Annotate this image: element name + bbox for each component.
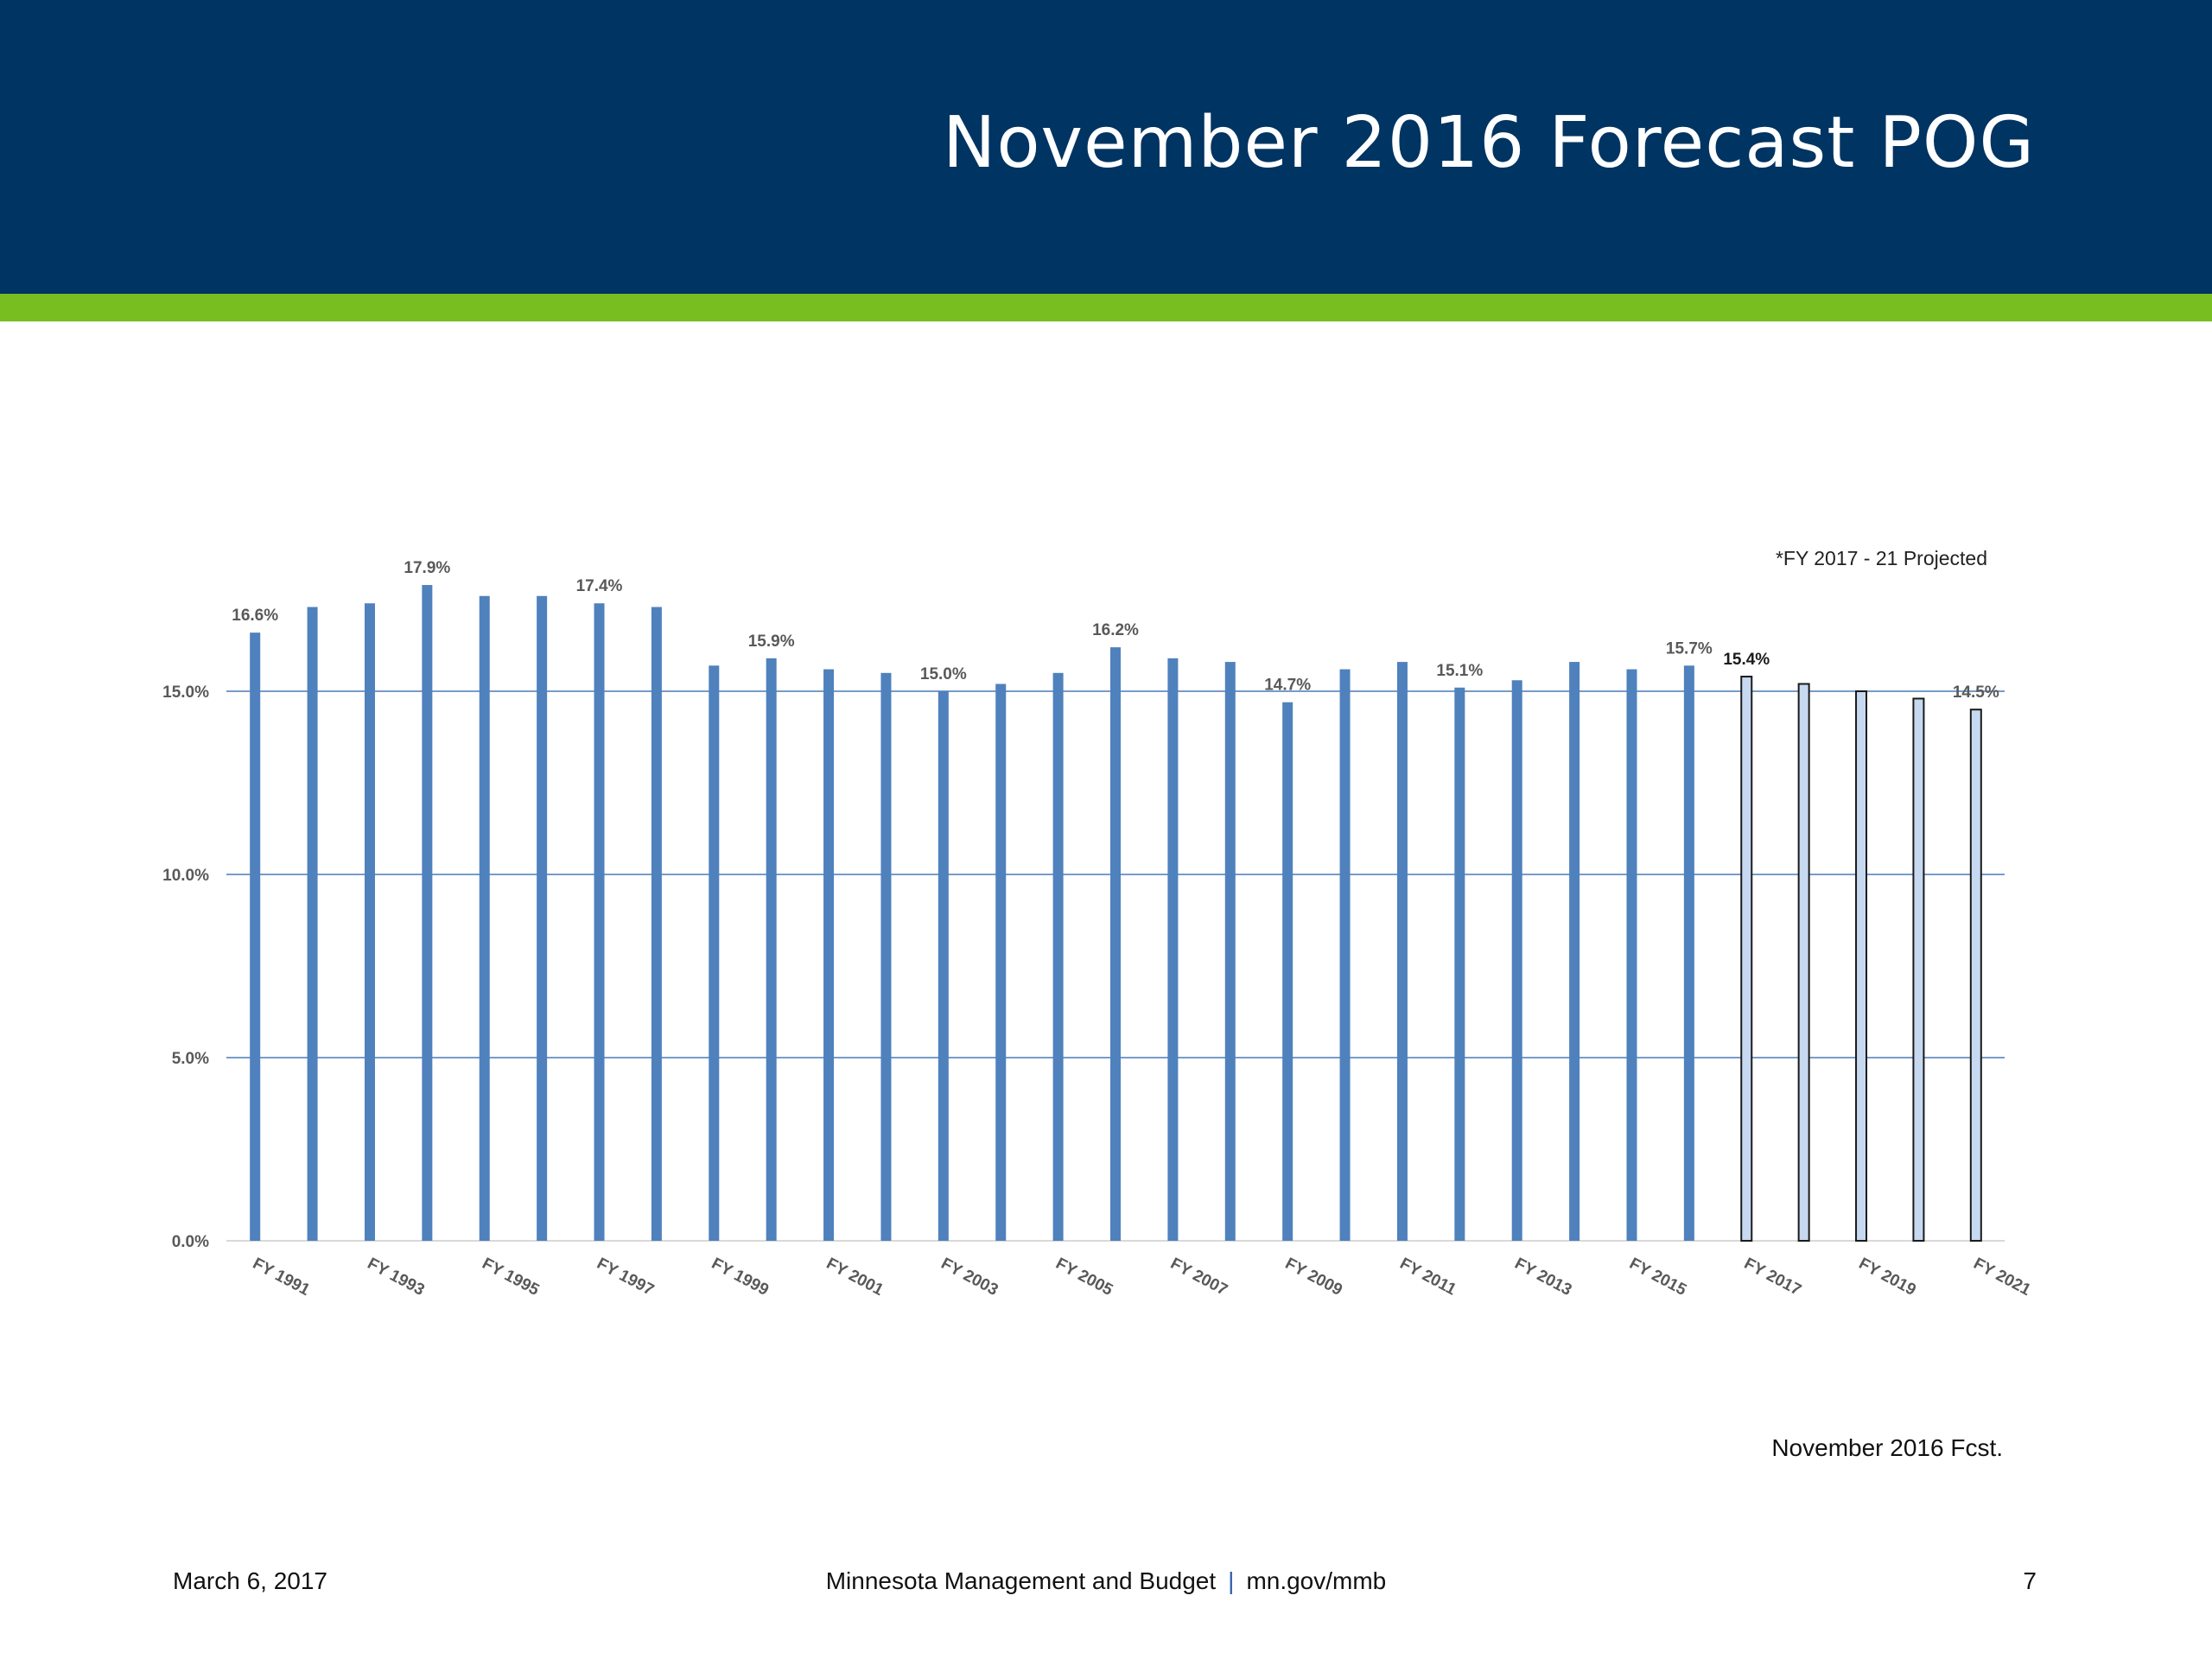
projected-bar xyxy=(1855,690,1868,1242)
data-label: 15.1% xyxy=(1436,662,1483,680)
x-tick-label: FY 2021 xyxy=(1970,1255,2033,1300)
pog-bar-chart: 0.0% 5.0% 10.0% 15.0% 16.6% FY 1991 FY 1993 17.… xyxy=(162,547,2034,1300)
projected-bar xyxy=(1969,709,1982,1242)
bar xyxy=(1569,662,1580,1241)
y-tick-label: 0.0% xyxy=(172,1233,209,1251)
data-label: 15.0% xyxy=(920,665,967,683)
bar xyxy=(594,603,605,1241)
bar xyxy=(537,595,548,1241)
footer-date: March 6, 2017 xyxy=(173,1567,327,1594)
footer-org-name: Minnesota Management and Budget xyxy=(825,1567,1217,1594)
bar xyxy=(364,603,375,1241)
x-tick-label: FY 2005 xyxy=(1052,1255,1116,1300)
x-tick-label: FY 2007 xyxy=(1167,1255,1230,1300)
projected-bar xyxy=(1740,676,1753,1243)
page-number: 7 xyxy=(2023,1567,2037,1594)
bar xyxy=(709,665,720,1241)
x-tick-label: FY 2019 xyxy=(1856,1255,1919,1300)
footer-url: mn.gov/mmb xyxy=(1246,1567,1387,1594)
x-tick-label: FY 1997 xyxy=(594,1255,657,1300)
projected-note: *FY 2017 - 21 Projected xyxy=(1776,547,1987,569)
bar xyxy=(766,658,777,1241)
bar xyxy=(1396,662,1408,1241)
data-label: 16.6% xyxy=(232,607,278,625)
footer-organization: Minnesota Management and Budget | mn.gov/m… xyxy=(0,1567,2212,1595)
y-tick-label: 15.0% xyxy=(162,683,209,702)
bar xyxy=(250,632,261,1241)
data-label: 15.9% xyxy=(748,632,795,651)
bar xyxy=(479,595,490,1241)
x-tick-label: FY 2003 xyxy=(938,1255,1001,1300)
data-label: 14.7% xyxy=(1264,677,1311,695)
x-tick-label: FY 1991 xyxy=(250,1255,313,1300)
bar xyxy=(1511,680,1522,1241)
accent-stripe xyxy=(0,294,2212,321)
bar xyxy=(307,607,318,1241)
bar xyxy=(823,669,835,1241)
x-tick-label: FY 2017 xyxy=(1741,1255,1804,1300)
x-tick-label: FY 2001 xyxy=(823,1255,887,1300)
bar xyxy=(651,607,662,1241)
bar xyxy=(1052,672,1064,1241)
bar xyxy=(880,672,892,1241)
x-tick-label: FY 1995 xyxy=(479,1255,542,1300)
x-tick-label: FY 2009 xyxy=(1282,1255,1345,1300)
bar xyxy=(1683,665,1694,1241)
data-label: 15.4% xyxy=(1723,651,1770,669)
x-tick-label: FY 1999 xyxy=(709,1255,772,1300)
projected-bar xyxy=(1797,683,1810,1242)
forecast-note: November 2016 Fcst. xyxy=(1771,1434,2003,1461)
data-label: 17.9% xyxy=(404,559,450,577)
bar xyxy=(1167,658,1179,1241)
bar xyxy=(1626,669,1637,1241)
x-tick-label: FY 2013 xyxy=(1511,1255,1574,1300)
slide-title: November 2016 Forecast POG xyxy=(943,102,2035,184)
x-tick-label: FY 1993 xyxy=(365,1255,428,1300)
bar xyxy=(1282,702,1294,1241)
footer-separator: | xyxy=(1228,1567,1235,1594)
bar xyxy=(938,691,949,1241)
slide-header: November 2016 Forecast POG xyxy=(0,0,2212,294)
data-label: 17.4% xyxy=(576,577,623,595)
y-tick-label: 5.0% xyxy=(172,1050,209,1068)
bar xyxy=(1454,687,1465,1241)
data-label: 14.5% xyxy=(1953,683,1999,702)
data-label: 15.7% xyxy=(1666,639,1713,658)
x-tick-label: FY 2015 xyxy=(1626,1255,1689,1300)
data-label: 16.2% xyxy=(1092,621,1139,639)
bar xyxy=(1339,669,1351,1241)
bar xyxy=(1110,647,1121,1241)
x-tick-label: FY 2011 xyxy=(1397,1255,1459,1300)
bar xyxy=(1224,662,1236,1241)
bar xyxy=(995,683,1007,1241)
projected-bar xyxy=(1912,697,1925,1243)
bar xyxy=(422,585,433,1241)
y-tick-label: 10.0% xyxy=(162,867,209,885)
